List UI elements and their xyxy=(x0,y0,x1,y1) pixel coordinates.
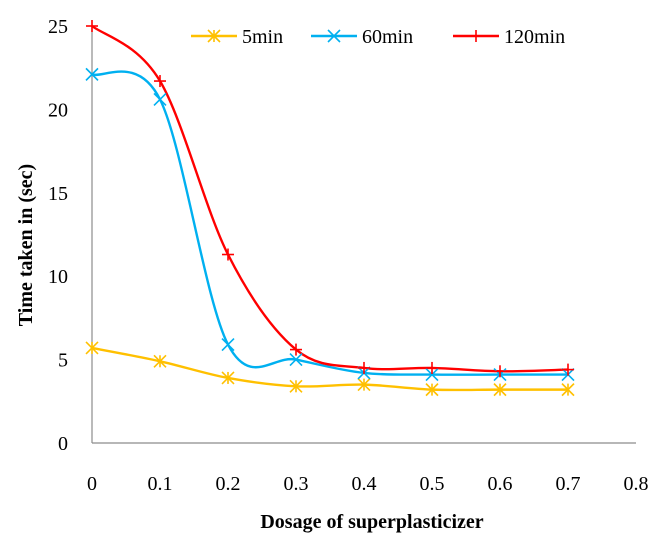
y-tick-label: 0 xyxy=(58,433,68,455)
x-tick-label: 0.2 xyxy=(216,473,241,495)
legend-marker-120min xyxy=(470,30,482,42)
data-point-120min xyxy=(222,248,234,261)
series-markers xyxy=(85,20,575,397)
x-tick-label: 0.8 xyxy=(624,473,649,495)
y-tick-labels: 0 5 10 15 20 25 xyxy=(48,16,68,455)
data-point-120min xyxy=(426,361,438,374)
series-line-60min xyxy=(91,70,568,376)
data-point-120min xyxy=(562,363,574,376)
data-point-5min xyxy=(357,378,371,392)
legend-label-120min: 120min xyxy=(504,26,565,48)
data-point-5min xyxy=(425,383,439,397)
data-point-5min xyxy=(221,371,235,385)
data-point-60min xyxy=(153,92,167,106)
y-axis-title: Time taken in (sec) xyxy=(15,164,37,326)
axes xyxy=(91,26,636,444)
legend-label-5min: 5min xyxy=(242,26,283,48)
data-point-60min xyxy=(221,338,235,352)
legend-label-60min: 60min xyxy=(362,26,413,48)
series-line-5min xyxy=(91,346,568,392)
data-point-120min xyxy=(86,20,98,32)
data-point-5min xyxy=(493,383,507,397)
data-point-60min xyxy=(425,368,439,382)
data-point-5min xyxy=(153,354,167,368)
x-tick-label: 0.6 xyxy=(488,473,513,495)
data-point-120min xyxy=(154,75,166,88)
legend-marker-60min xyxy=(327,29,341,43)
legend-marker-5min xyxy=(207,29,221,43)
x-tick-label: 0.1 xyxy=(148,473,173,495)
x-tick-label: 0.4 xyxy=(352,473,377,495)
x-tick-label: 0.5 xyxy=(420,473,445,495)
data-point-120min xyxy=(290,343,302,356)
y-tick-label: 15 xyxy=(48,183,68,205)
x-axis-title: Dosage of superplasticizer xyxy=(260,511,483,533)
y-tick-label: 10 xyxy=(48,266,68,288)
y-tick-label: 5 xyxy=(58,350,68,372)
data-point-60min xyxy=(289,353,303,367)
series-line-120min xyxy=(91,25,569,373)
x-tick-label: 0.3 xyxy=(284,473,309,495)
y-tick-label: 20 xyxy=(48,99,68,121)
x-tick-label: 0 xyxy=(87,473,97,495)
x-tick-labels: 0 0.1 0.2 0.3 0.4 0.5 0.6 0.7 0.8 xyxy=(87,473,649,495)
data-point-120min xyxy=(494,365,506,378)
data-point-5min xyxy=(561,383,575,397)
legend: 5min 60min 120min xyxy=(191,26,565,48)
data-point-5min xyxy=(289,379,303,393)
data-point-5min xyxy=(85,341,99,355)
x-tick-label: 0.7 xyxy=(556,473,581,495)
y-tick-label: 25 xyxy=(48,16,68,38)
data-point-120min xyxy=(358,361,370,374)
data-point-60min xyxy=(85,67,99,81)
